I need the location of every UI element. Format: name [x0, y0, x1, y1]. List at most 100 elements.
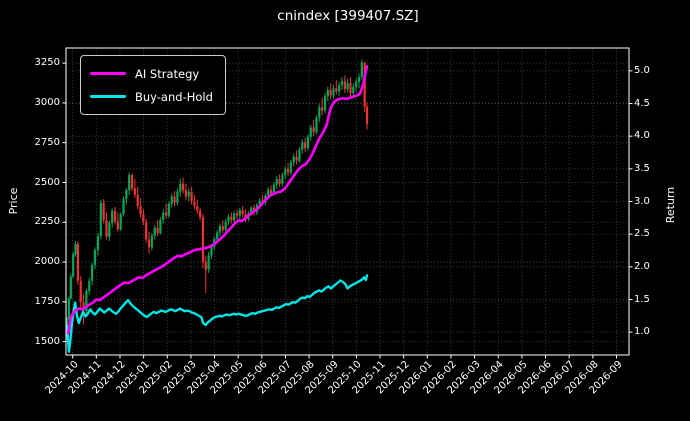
ai-strategy-line: [65, 65, 369, 335]
candle-body: [187, 191, 190, 197]
candle-body: [301, 142, 304, 150]
legend-row-ai-strategy: AI Strategy: [90, 62, 213, 85]
candle-body: [99, 202, 102, 237]
candle-body: [340, 81, 344, 86]
candle-body: [352, 86, 355, 94]
return-tick-label: 1.5: [634, 293, 650, 305]
candle-body: [79, 280, 82, 303]
candle-body: [133, 188, 136, 195]
candle-body: [267, 189, 270, 196]
candle-body: [312, 127, 315, 133]
candle-body: [241, 210, 244, 214]
price-tick-label: 3000: [34, 96, 60, 108]
candle-body: [122, 199, 125, 214]
price-tick-label: 1500: [34, 335, 60, 347]
candle-body: [207, 255, 210, 270]
return-tick-label: 4.5: [634, 97, 650, 109]
candle-body: [357, 77, 361, 82]
candle-body: [96, 236, 100, 250]
return-tick-label: 3.5: [634, 162, 650, 174]
return-tick-label: 1.0: [634, 326, 650, 338]
candle-body: [125, 190, 128, 200]
price-tick-label: 2500: [34, 176, 60, 188]
candle-body: [227, 216, 230, 222]
candle-body: [162, 212, 165, 220]
return-tick-label: 5.0: [634, 64, 650, 76]
candle-body: [315, 117, 318, 133]
candle-body: [204, 261, 207, 270]
candle-body: [326, 89, 329, 97]
candle-body: [113, 210, 117, 222]
candle-body: [306, 136, 310, 149]
candle-body: [72, 254, 75, 277]
candle-body: [93, 249, 97, 265]
candle-body: [65, 319, 69, 325]
candle-body: [292, 156, 295, 163]
candle-body: [284, 168, 287, 176]
candle-body: [321, 107, 324, 111]
candle-body: [193, 201, 196, 207]
candle-body: [111, 210, 114, 223]
candle-body: [329, 89, 332, 96]
candle-body: [309, 127, 312, 137]
legend: AI Strategy Buy-and-Hold: [80, 55, 226, 115]
candle-body: [130, 175, 134, 189]
return-axis-label: Return: [664, 186, 677, 224]
candle-body: [167, 203, 171, 216]
candle-body: [365, 106, 369, 125]
candle-body: [150, 235, 153, 248]
candle-body: [182, 183, 185, 191]
ai-strategy-line-swatch: [90, 71, 126, 76]
price-axis-label: Price: [7, 187, 20, 215]
legend-row-buy-and-hold: Buy-and-Hold: [90, 85, 213, 108]
price-tick-label: 2250: [34, 216, 60, 228]
candle-body: [218, 226, 222, 233]
candle-body: [76, 243, 79, 281]
candle-body: [196, 206, 199, 211]
candle-body: [238, 210, 241, 216]
candle-body: [88, 280, 91, 292]
chart-title: cnindex [399407.SZ]: [277, 8, 419, 24]
return-tick-label: 4.0: [634, 130, 650, 142]
candle-body: [199, 210, 202, 218]
candle-body: [153, 227, 156, 236]
candle-body: [363, 62, 366, 107]
candle-body: [119, 213, 122, 230]
candle-body: [90, 264, 94, 281]
candle-body: [190, 191, 193, 202]
buy-and-hold-line-swatch: [90, 94, 126, 99]
price-tick-label: 1750: [34, 295, 60, 307]
candlestick-series: [65, 59, 369, 327]
candle-body: [286, 168, 290, 173]
candle-body: [179, 183, 182, 192]
candle-body: [184, 190, 188, 197]
candle-body: [85, 291, 88, 312]
candle-body: [281, 175, 284, 184]
candle-body: [269, 189, 273, 194]
candle-body: [298, 149, 301, 161]
candle-body: [67, 298, 71, 320]
candle-body: [360, 62, 363, 78]
candle-body: [201, 217, 205, 262]
candle-body: [74, 244, 77, 255]
candle-body: [258, 200, 261, 206]
candle-body: [145, 221, 148, 240]
candle-body: [105, 220, 108, 237]
candle-body: [338, 85, 341, 92]
candle-body: [335, 88, 338, 92]
candle-body: [318, 107, 321, 118]
candle-body: [355, 81, 358, 87]
candle-body: [332, 88, 335, 96]
candle-body: [346, 82, 349, 90]
candle-body: [170, 196, 173, 204]
candle-body: [221, 226, 224, 230]
candle-body: [323, 96, 327, 111]
candle-body: [230, 216, 233, 221]
candle-body: [272, 184, 275, 194]
candle-body: [176, 191, 179, 203]
candle-body: [278, 178, 281, 184]
candle-body: [82, 302, 85, 312]
price-tick-label: 2750: [34, 136, 60, 148]
candle-body: [349, 82, 352, 94]
